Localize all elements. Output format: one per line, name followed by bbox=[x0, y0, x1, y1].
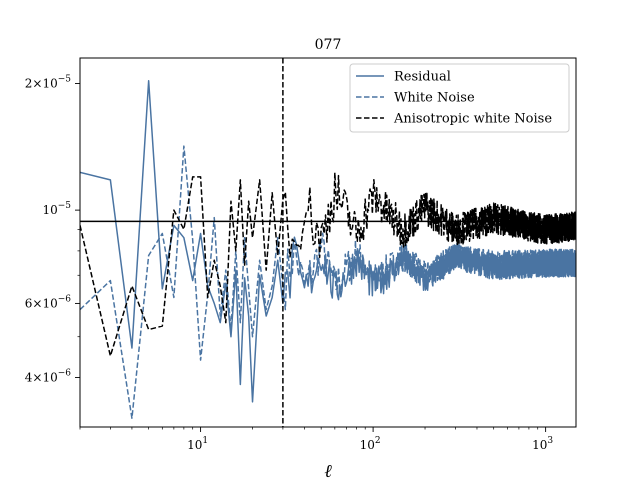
y-tick-label-exponent: −6 bbox=[58, 368, 72, 378]
y-tick-label-base: 6×10 bbox=[25, 296, 58, 310]
y-tick-label: 10−5 bbox=[42, 201, 71, 217]
y-tick-label-base: 2×10 bbox=[25, 77, 58, 91]
x-tick-label-exponent: 3 bbox=[547, 436, 553, 446]
y-tick-label: 4×10−6 bbox=[25, 368, 72, 384]
series-line-white-noise bbox=[80, 145, 576, 419]
x-tick-label: 102 bbox=[360, 436, 381, 452]
y-tick-label: 2×10−5 bbox=[25, 75, 72, 91]
series-line-residual bbox=[80, 80, 576, 403]
y-tick-label-exponent: −5 bbox=[58, 75, 72, 85]
series-line-anisotropic-white-noise bbox=[80, 171, 576, 357]
plot-frame bbox=[79, 57, 577, 428]
x-tick-label-exponent: 1 bbox=[202, 436, 208, 446]
x-axis-label: ℓ bbox=[324, 461, 332, 480]
legend-box bbox=[349, 63, 570, 133]
legend-label-anisotropic-white-noise: Anisotropic white Noise bbox=[393, 112, 552, 127]
reference-lines bbox=[80, 58, 576, 427]
legend: Residual White Noise Anisotropic white N… bbox=[349, 63, 570, 133]
y-tick-label-exponent: −5 bbox=[58, 201, 72, 211]
legend-label-white-noise: White Noise bbox=[394, 91, 475, 106]
x-tick-label-base: 10 bbox=[360, 438, 375, 452]
x-tick-label: 101 bbox=[187, 436, 208, 452]
y-tick-label-exponent: −6 bbox=[58, 294, 72, 304]
y-tick-label: 6×10−6 bbox=[25, 294, 72, 310]
chart-title: 077 bbox=[315, 37, 342, 53]
legend-label-residual: Residual bbox=[394, 70, 451, 85]
x-tick-label-base: 10 bbox=[187, 438, 202, 452]
series-lines bbox=[80, 80, 576, 419]
y-tick-label-base: 4×10 bbox=[25, 370, 58, 384]
x-tick-label: 103 bbox=[532, 436, 553, 452]
y-tick-label-base: 10 bbox=[42, 203, 57, 217]
x-tick-label-exponent: 2 bbox=[375, 436, 381, 446]
x-tick-label-base: 10 bbox=[532, 438, 547, 452]
